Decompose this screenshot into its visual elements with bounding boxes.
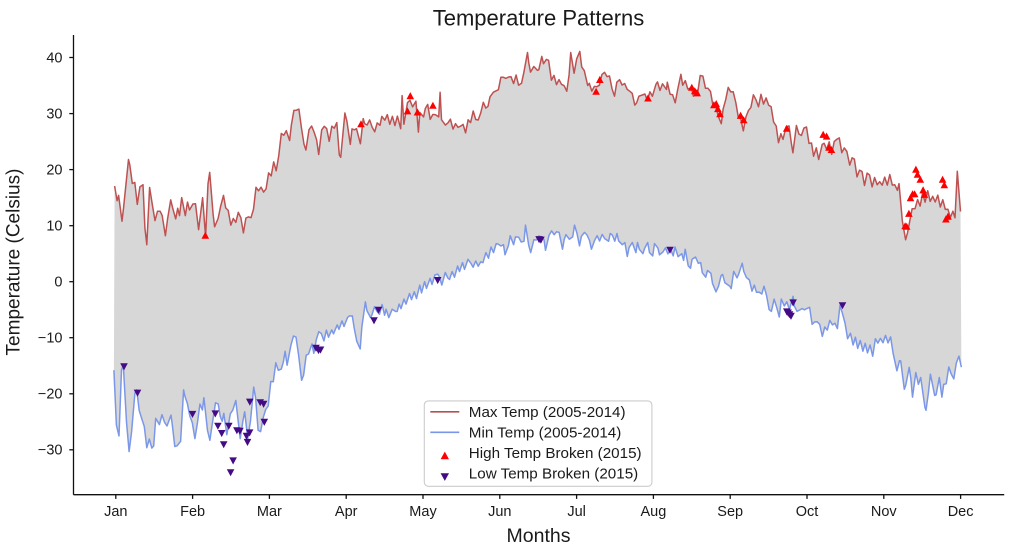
svg-text:Max Temp (2005-2014): Max Temp (2005-2014) bbox=[469, 404, 626, 421]
svg-text:Temperature Patterns: Temperature Patterns bbox=[433, 6, 645, 31]
svg-text:10: 10 bbox=[46, 219, 62, 235]
svg-text:Mar: Mar bbox=[257, 504, 282, 520]
svg-text:20: 20 bbox=[46, 162, 62, 178]
svg-text:Low Temp Broken (2015): Low Temp Broken (2015) bbox=[469, 465, 638, 482]
svg-text:Months: Months bbox=[507, 525, 571, 547]
svg-text:Feb: Feb bbox=[180, 504, 205, 520]
svg-text:Jul: Jul bbox=[567, 504, 586, 520]
svg-text:Aug: Aug bbox=[640, 504, 666, 520]
svg-text:Jan: Jan bbox=[104, 504, 127, 520]
svg-text:Oct: Oct bbox=[796, 504, 819, 520]
svg-text:Nov: Nov bbox=[871, 504, 898, 520]
svg-text:Dec: Dec bbox=[948, 504, 974, 520]
svg-text:Sep: Sep bbox=[717, 504, 743, 520]
svg-text:High Temp Broken (2015): High Temp Broken (2015) bbox=[469, 445, 642, 462]
svg-text:40: 40 bbox=[46, 50, 62, 66]
svg-text:0: 0 bbox=[54, 275, 62, 291]
svg-text:−20: −20 bbox=[38, 387, 63, 403]
svg-text:30: 30 bbox=[46, 106, 62, 122]
svg-text:−10: −10 bbox=[38, 331, 63, 347]
svg-text:Apr: Apr bbox=[335, 504, 358, 520]
svg-text:Jun: Jun bbox=[488, 504, 511, 520]
svg-text:−30: −30 bbox=[38, 443, 63, 459]
svg-text:May: May bbox=[409, 504, 437, 520]
svg-text:Temperature (Celsius): Temperature (Celsius) bbox=[4, 169, 25, 356]
svg-text:Min Temp (2005-2014): Min Temp (2005-2014) bbox=[469, 424, 622, 441]
